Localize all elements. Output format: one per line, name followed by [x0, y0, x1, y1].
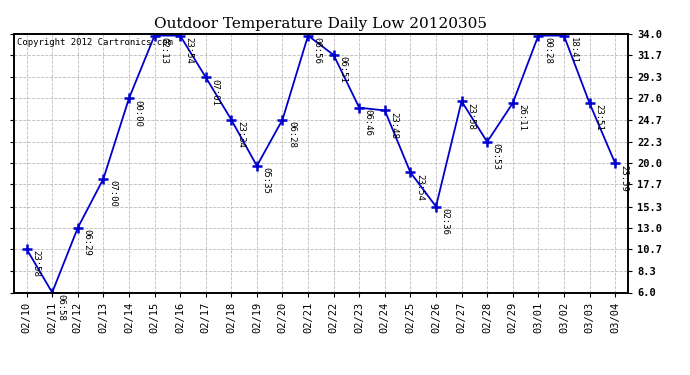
Text: 23:34: 23:34 [236, 121, 245, 148]
Text: 23:58: 23:58 [466, 103, 475, 129]
Text: 06:46: 06:46 [364, 109, 373, 136]
Text: 05:53: 05:53 [492, 143, 501, 170]
Text: 00:00: 00:00 [134, 100, 143, 127]
Text: 00:28: 00:28 [543, 37, 552, 64]
Text: 26:11: 26:11 [518, 105, 526, 131]
Text: 23:51: 23:51 [594, 105, 603, 131]
Text: 23:59: 23:59 [620, 165, 629, 191]
Text: 23:54: 23:54 [185, 37, 194, 64]
Text: 06:56: 06:56 [313, 37, 322, 64]
Text: 07:01: 07:01 [210, 79, 219, 105]
Text: 06:58: 06:58 [57, 294, 66, 321]
Text: 23:54: 23:54 [415, 174, 424, 201]
Text: 02:36: 02:36 [441, 208, 450, 235]
Text: 23:48: 23:48 [389, 112, 398, 139]
Text: 06:29: 06:29 [82, 229, 91, 256]
Text: 05:35: 05:35 [262, 167, 270, 194]
Text: 02:13: 02:13 [159, 37, 168, 64]
Text: 07:00: 07:00 [108, 180, 117, 207]
Text: 06:51: 06:51 [338, 56, 347, 83]
Text: 18:41: 18:41 [569, 37, 578, 64]
Text: 23:58: 23:58 [31, 251, 40, 278]
Title: Outdoor Temperature Daily Low 20120305: Outdoor Temperature Daily Low 20120305 [155, 17, 487, 31]
Text: 06:28: 06:28 [287, 121, 296, 148]
Text: Copyright 2012 Cartronics.com: Copyright 2012 Cartronics.com [17, 38, 172, 46]
